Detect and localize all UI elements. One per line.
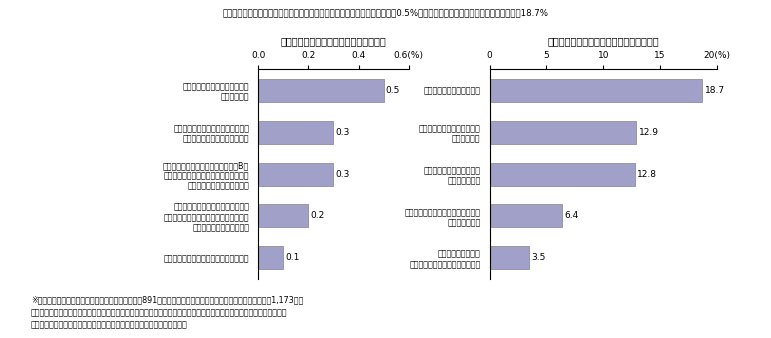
- Text: 18.7: 18.7: [705, 86, 725, 95]
- Bar: [490, 246, 530, 269]
- Text: ※　ネットいじめの加害行動経験の有効回答者数は891名、学校でのいじめの加害行動経験の有効回答者数は1,173名で
　　あった。欠損値には、加害行動経験のない回: ※ ネットいじめの加害行動経験の有効回答者数は891名、学校でのいじめの加害行動…: [31, 296, 303, 330]
- Text: 12.8: 12.8: [638, 170, 658, 178]
- Text: 0.1: 0.1: [285, 253, 300, 262]
- Bar: [258, 163, 333, 186]
- Text: 0.3: 0.3: [335, 170, 350, 178]
- Text: 3.5: 3.5: [532, 253, 546, 262]
- Bar: [490, 163, 635, 186]
- Text: 最も多いのはネットでは「同じ学校の一人にだけメールを送らなかった」の0.5%、学校では「同じ学校の人をからかった」の18.7%: 最も多いのはネットでは「同じ学校の一人にだけメールを送らなかった」の0.5%、学…: [223, 8, 548, 18]
- Bar: [258, 121, 333, 144]
- Title: ネットいじめの加害行動経験（小学生）: ネットいじめの加害行動経験（小学生）: [281, 36, 386, 46]
- Text: 0.2: 0.2: [311, 212, 325, 220]
- Bar: [258, 246, 284, 269]
- Text: 0.5: 0.5: [386, 86, 400, 95]
- Bar: [258, 79, 383, 102]
- Title: 学校でのいじめの加害行動経験（小学生）: 学校でのいじめの加害行動経験（小学生）: [547, 36, 659, 46]
- Bar: [490, 79, 702, 102]
- Bar: [258, 204, 308, 227]
- Text: 12.9: 12.9: [638, 128, 658, 137]
- Text: 6.4: 6.4: [564, 212, 579, 220]
- Text: 0.3: 0.3: [335, 128, 350, 137]
- Bar: [490, 121, 636, 144]
- Bar: [490, 204, 562, 227]
